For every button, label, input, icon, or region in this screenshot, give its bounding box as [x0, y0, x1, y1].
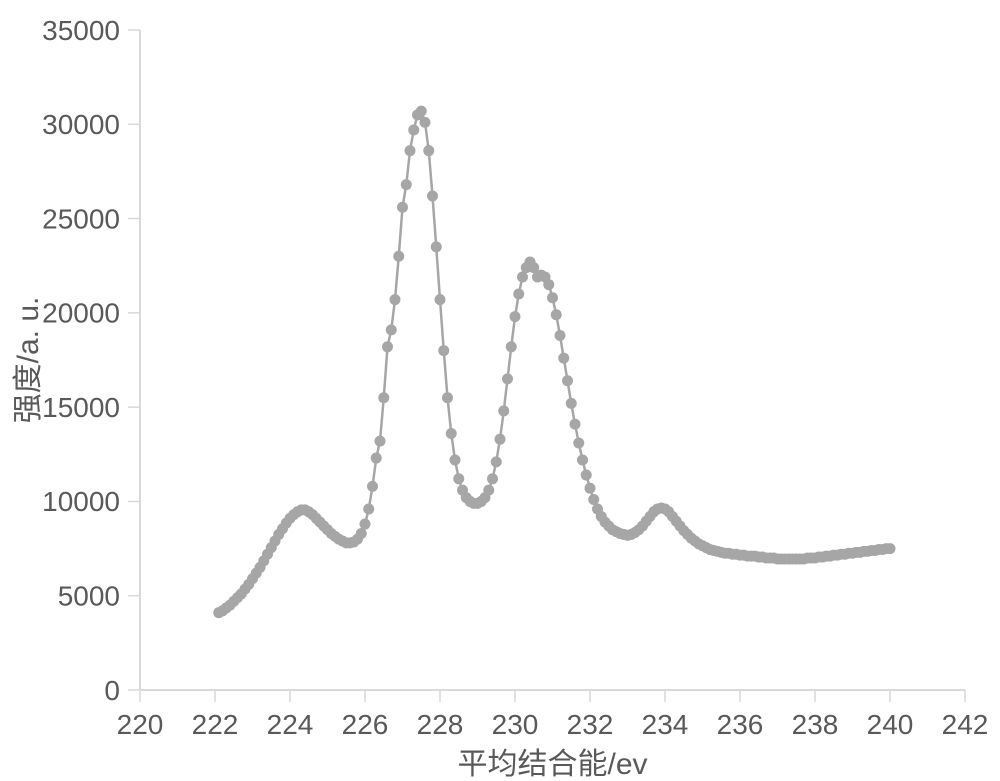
- data-marker: [555, 330, 566, 341]
- data-marker: [360, 519, 371, 530]
- data-marker: [390, 294, 401, 305]
- xps-line-chart: 220 222 224 226 228 230 232 234 236 238 240 242 0 500…: [0, 0, 1000, 781]
- x-tick-label: 236: [717, 709, 764, 740]
- data-marker: [438, 345, 449, 356]
- x-tick-label: 226: [342, 709, 389, 740]
- data-marker: [435, 294, 446, 305]
- x-tick-label: 224: [267, 709, 314, 740]
- y-tick-label: 10000: [42, 486, 120, 517]
- data-marker: [401, 179, 412, 190]
- data-marker: [367, 481, 378, 492]
- y-axis-label: 强度/a. u.: [12, 297, 45, 424]
- y-tick-label: 0: [104, 675, 120, 706]
- x-tick-label: 238: [792, 709, 839, 740]
- y-tick-label: 15000: [42, 392, 120, 423]
- data-marker: [356, 528, 367, 539]
- y-tick-label: 25000: [42, 203, 120, 234]
- data-marker: [577, 454, 588, 465]
- data-marker: [573, 437, 584, 448]
- data-marker: [566, 398, 577, 409]
- data-marker: [543, 279, 554, 290]
- x-tick-label: 240: [867, 709, 914, 740]
- data-marker: [371, 453, 382, 464]
- data-marker: [427, 190, 438, 201]
- data-marker: [581, 470, 592, 481]
- data-marker: [382, 341, 393, 352]
- y-tick-label: 30000: [42, 109, 120, 140]
- data-marker: [513, 289, 524, 300]
- data-marker: [375, 436, 386, 447]
- data-marker: [446, 428, 457, 439]
- data-marker: [386, 324, 397, 335]
- data-marker: [431, 241, 442, 252]
- data-marker: [420, 117, 431, 128]
- data-marker: [585, 483, 596, 494]
- data-marker: [408, 124, 419, 135]
- x-tick-label: 222: [192, 709, 239, 740]
- data-marker: [450, 454, 461, 465]
- y-tick-label: 35000: [42, 15, 120, 46]
- data-marker: [510, 311, 521, 322]
- data-marker: [405, 145, 416, 156]
- data-marker: [495, 434, 506, 445]
- data-marker: [558, 353, 569, 364]
- data-marker: [517, 272, 528, 283]
- data-marker: [483, 485, 494, 496]
- data-marker: [491, 456, 502, 467]
- data-marker: [423, 145, 434, 156]
- data-marker: [551, 309, 562, 320]
- data-marker: [397, 202, 408, 213]
- y-tick-label: 20000: [42, 298, 120, 329]
- x-tick-label: 228: [417, 709, 464, 740]
- data-marker: [498, 405, 509, 416]
- data-marker: [562, 375, 573, 386]
- x-tick-label: 220: [117, 709, 164, 740]
- data-marker: [588, 494, 599, 505]
- x-tick-label: 232: [567, 709, 614, 740]
- data-marker: [393, 251, 404, 262]
- data-marker: [363, 503, 374, 514]
- data-marker: [506, 341, 517, 352]
- x-tick-label: 230: [492, 709, 539, 740]
- data-marker: [487, 473, 498, 484]
- data-marker: [442, 392, 453, 403]
- data-marker: [453, 473, 464, 484]
- data-marker: [378, 392, 389, 403]
- x-axis-label: 平均结合能/ev: [457, 748, 647, 781]
- data-marker: [502, 373, 513, 384]
- data-marker: [885, 543, 896, 554]
- y-tick-label: 5000: [58, 581, 120, 612]
- data-marker: [570, 419, 581, 430]
- x-tick-label: 234: [642, 709, 689, 740]
- chart-container: 220 222 224 226 228 230 232 234 236 238 240 242 0 500…: [0, 0, 1000, 781]
- x-tick-label: 242: [942, 709, 989, 740]
- data-marker: [547, 292, 558, 303]
- data-marker: [416, 106, 427, 117]
